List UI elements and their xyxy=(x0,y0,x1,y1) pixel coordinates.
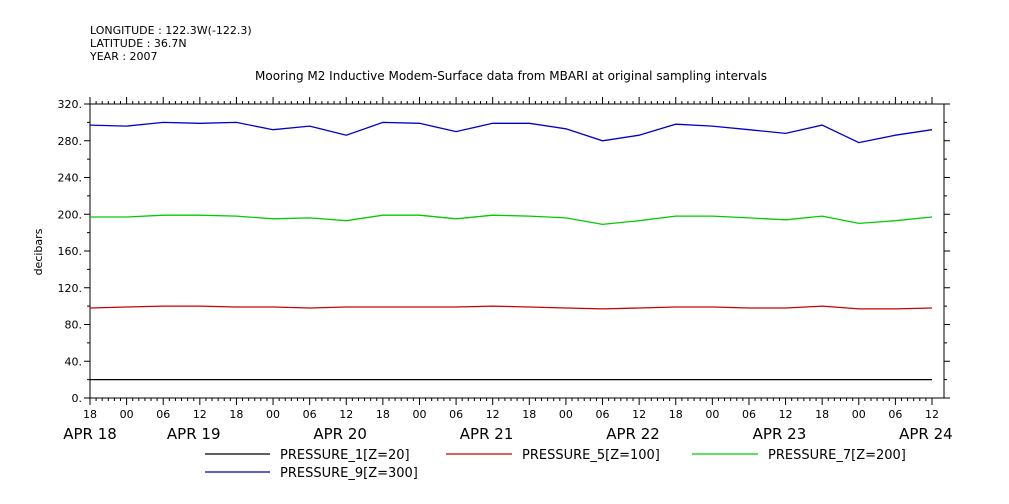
x-tick-label: 12 xyxy=(925,408,939,421)
x-date-label: APR 24 xyxy=(899,425,953,443)
latitude-label: LATITUDE : 36.7N xyxy=(90,37,187,50)
y-tick-label: 80. xyxy=(65,319,83,332)
plot-frame xyxy=(89,103,945,399)
y-tick-label: 240. xyxy=(58,172,83,185)
x-tick-label: 06 xyxy=(303,408,317,421)
x-date-label: APR 19 xyxy=(167,425,221,443)
y-axis-label: decibars xyxy=(32,228,45,275)
y-tick-label: 200. xyxy=(58,208,83,221)
x-tick-label: 06 xyxy=(449,408,463,421)
x-tick-label: 18 xyxy=(376,408,390,421)
x-tick-label: 06 xyxy=(596,408,610,421)
x-tick-label: 12 xyxy=(339,408,353,421)
x-tick-label: 18 xyxy=(83,408,97,421)
axes: 0. 40. 80. 120. 160. 200. 240. 280. 320. 18 00 06 12… xyxy=(58,97,953,443)
year-label: YEAR : 2007 xyxy=(90,50,158,63)
x-tick-label: 18 xyxy=(522,408,536,421)
series-lines xyxy=(89,121,933,381)
x-tick-label: 00 xyxy=(266,408,280,421)
x-tick-label: 12 xyxy=(779,408,793,421)
x-tick-label: 06 xyxy=(888,408,902,421)
x-tick-label: 06 xyxy=(742,408,756,421)
x-tick-label: 06 xyxy=(156,408,170,421)
x-tick-label: 00 xyxy=(412,408,426,421)
chart-title: Mooring M2 Inductive Modem-Surface data … xyxy=(255,69,767,83)
legend-label: PRESSURE_5[Z=100] xyxy=(522,448,660,463)
x-tick-label: 00 xyxy=(852,408,866,421)
x-tick-label: 18 xyxy=(229,408,243,421)
legend: PRESSURE_1[Z=20] PRESSURE_5[Z=100] PRESSUR… xyxy=(205,448,906,481)
series-line-4 xyxy=(89,121,933,144)
y-tick-label: 0. xyxy=(72,392,83,405)
y-tick-label: 160. xyxy=(58,245,83,258)
x-tick-label: 12 xyxy=(632,408,646,421)
x-tick-label: 18 xyxy=(815,408,829,421)
x-tick-label: 12 xyxy=(193,408,207,421)
x-date-label: APR 20 xyxy=(313,425,367,443)
legend-label: PRESSURE_7[Z=200] xyxy=(768,448,906,463)
x-tick-label: 00 xyxy=(705,408,719,421)
x-tick-label: 00 xyxy=(120,408,134,421)
x-date-label: APR 22 xyxy=(606,425,660,443)
y-tick-label: 280. xyxy=(58,135,83,148)
y-tick-label: 40. xyxy=(65,355,83,368)
x-tick-label: 00 xyxy=(559,408,573,421)
x-tick-label: 18 xyxy=(669,408,683,421)
x-date-label: APR 21 xyxy=(460,425,514,443)
legend-label: PRESSURE_9[Z=300] xyxy=(280,466,418,481)
x-date-label: APR 23 xyxy=(753,425,807,443)
legend-label: PRESSURE_1[Z=20] xyxy=(280,448,410,463)
x-date-label: APR 18 xyxy=(63,425,117,443)
y-tick-label: 120. xyxy=(58,282,83,295)
x-tick-label: 12 xyxy=(486,408,500,421)
y-tick-label: 320. xyxy=(58,98,83,111)
longitude-label: LONGITUDE : 122.3W(-122.3) xyxy=(90,24,252,37)
series-line-3 xyxy=(90,214,933,226)
series-line-2 xyxy=(89,305,933,310)
